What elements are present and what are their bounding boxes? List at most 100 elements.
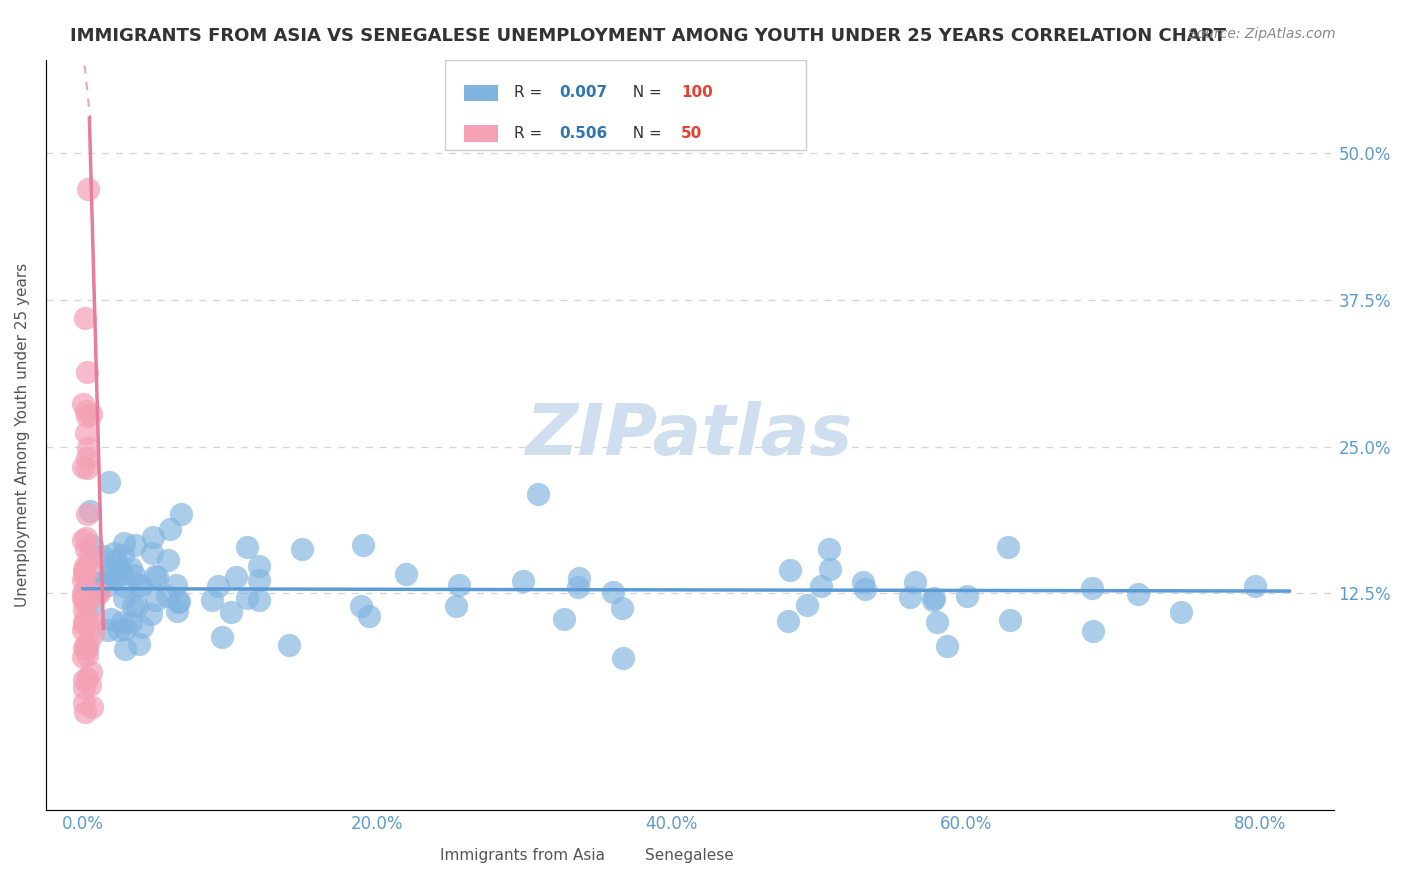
Point bbox=[114, 642, 136, 657]
Point bbox=[80, 599, 103, 614]
Point bbox=[72, 460, 94, 475]
Point bbox=[810, 579, 832, 593]
Point bbox=[108, 562, 131, 576]
Point bbox=[77, 441, 100, 455]
Point bbox=[120, 560, 142, 574]
Point bbox=[143, 569, 166, 583]
Point bbox=[82, 627, 104, 641]
Point bbox=[1081, 581, 1104, 595]
Point bbox=[76, 671, 98, 685]
Text: Senegalese: Senegalese bbox=[645, 848, 734, 863]
Point bbox=[75, 403, 97, 417]
Point bbox=[72, 533, 94, 548]
Point bbox=[72, 673, 94, 687]
Point bbox=[207, 579, 229, 593]
Point bbox=[612, 600, 634, 615]
Point bbox=[73, 640, 96, 654]
Point bbox=[156, 589, 179, 603]
Point bbox=[72, 616, 94, 631]
Text: ZIPatlas: ZIPatlas bbox=[526, 401, 853, 469]
Point bbox=[93, 574, 115, 588]
Text: R =: R = bbox=[513, 86, 547, 101]
Point bbox=[103, 572, 125, 586]
Point bbox=[247, 592, 270, 607]
Point bbox=[851, 575, 873, 590]
Point bbox=[122, 568, 145, 582]
Point bbox=[121, 599, 143, 613]
Point bbox=[898, 590, 921, 604]
Point bbox=[98, 561, 121, 575]
Point bbox=[904, 574, 927, 589]
Point bbox=[112, 579, 135, 593]
Point bbox=[165, 577, 187, 591]
Point bbox=[82, 538, 104, 552]
Point bbox=[80, 408, 103, 422]
Point bbox=[76, 181, 98, 195]
Point bbox=[76, 451, 98, 466]
FancyBboxPatch shape bbox=[426, 848, 451, 867]
Point bbox=[128, 638, 150, 652]
Point bbox=[776, 614, 799, 628]
Point bbox=[80, 665, 103, 680]
Point bbox=[77, 611, 100, 625]
Point bbox=[922, 593, 945, 607]
Point bbox=[129, 579, 152, 593]
Point bbox=[211, 630, 233, 644]
Point bbox=[100, 612, 122, 626]
Point bbox=[75, 558, 97, 573]
Point bbox=[96, 578, 118, 592]
FancyBboxPatch shape bbox=[464, 125, 498, 142]
Point bbox=[114, 622, 136, 636]
Point bbox=[73, 696, 96, 710]
Point bbox=[779, 563, 801, 577]
Point bbox=[156, 552, 179, 566]
Text: N =: N = bbox=[623, 126, 666, 141]
Point bbox=[142, 530, 165, 544]
Point bbox=[84, 589, 107, 603]
Point bbox=[395, 566, 418, 581]
Point bbox=[111, 566, 134, 581]
Point bbox=[79, 504, 101, 518]
Point bbox=[139, 607, 162, 621]
Point bbox=[112, 591, 135, 605]
Point bbox=[90, 549, 112, 563]
Point bbox=[72, 650, 94, 665]
Point bbox=[1081, 624, 1104, 639]
Point bbox=[159, 522, 181, 536]
Point bbox=[98, 475, 121, 489]
Point bbox=[553, 611, 575, 625]
Text: Source: ZipAtlas.com: Source: ZipAtlas.com bbox=[1188, 27, 1336, 41]
Point bbox=[72, 396, 94, 410]
Point bbox=[853, 582, 876, 597]
Point bbox=[145, 592, 167, 607]
Point bbox=[166, 595, 188, 609]
Point bbox=[76, 648, 98, 663]
Point bbox=[567, 580, 589, 594]
Point bbox=[75, 542, 97, 557]
FancyBboxPatch shape bbox=[464, 85, 498, 101]
Point bbox=[277, 638, 299, 652]
Point bbox=[100, 568, 122, 582]
Point bbox=[927, 615, 949, 629]
Point bbox=[444, 599, 467, 613]
Point bbox=[131, 620, 153, 634]
Point bbox=[73, 603, 96, 617]
Point bbox=[997, 540, 1019, 554]
Point bbox=[76, 365, 98, 379]
Point bbox=[72, 594, 94, 608]
Point bbox=[447, 578, 470, 592]
Point bbox=[111, 615, 134, 629]
Y-axis label: Unemployment Among Youth under 25 years: Unemployment Among Youth under 25 years bbox=[15, 263, 30, 607]
Point bbox=[219, 605, 242, 619]
Point bbox=[1244, 579, 1267, 593]
Point bbox=[76, 507, 98, 521]
Point bbox=[79, 549, 101, 563]
Point bbox=[166, 604, 188, 618]
Point bbox=[796, 599, 818, 613]
Text: R =: R = bbox=[513, 126, 547, 141]
Point bbox=[108, 623, 131, 637]
Point bbox=[77, 636, 100, 650]
Point bbox=[170, 507, 193, 521]
Point bbox=[72, 573, 94, 587]
Point bbox=[76, 409, 98, 423]
